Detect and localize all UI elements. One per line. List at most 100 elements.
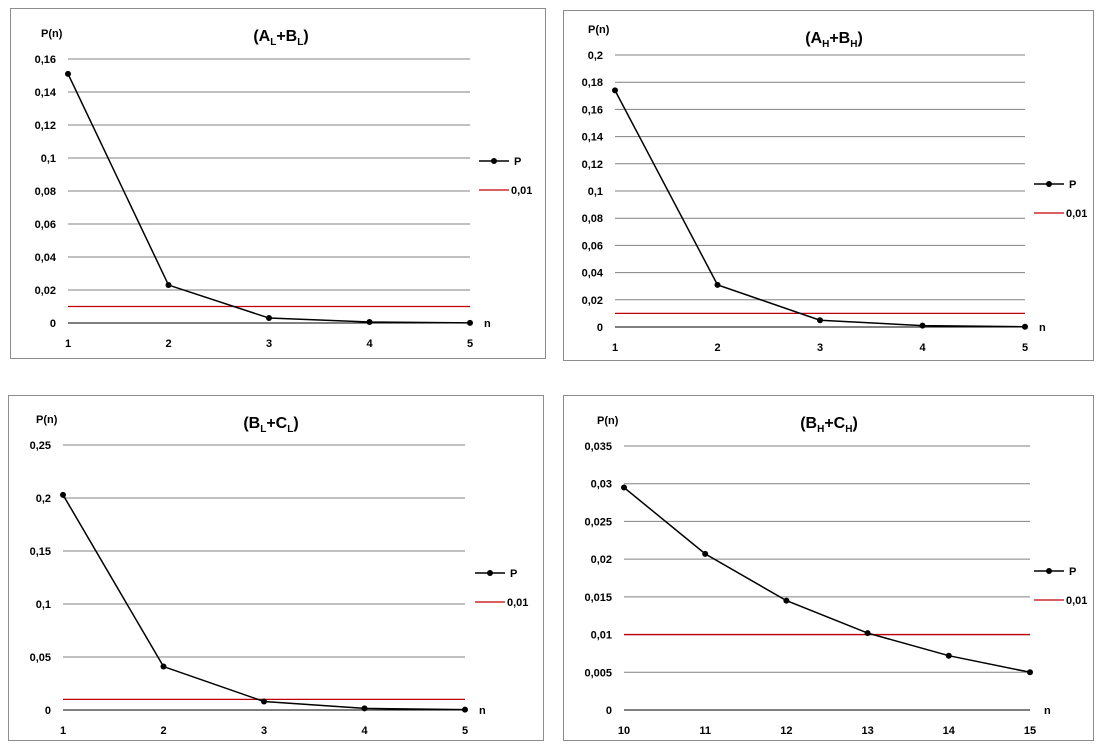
x-tick-label: 15 [1024, 725, 1036, 737]
series-p-point [612, 87, 618, 94]
x-tick-label: 2 [165, 338, 171, 350]
y-tick-label: 0,06 [582, 240, 603, 252]
y-tick-label: 0,02 [591, 554, 612, 566]
x-tick-label: 1 [60, 725, 66, 737]
series-p-point [621, 484, 627, 491]
y-tick-label: 0,02 [35, 285, 56, 297]
y-tick-label: 0,015 [584, 592, 612, 604]
title-subscript: L [260, 424, 266, 435]
series-p-point [462, 706, 468, 713]
series-p-point [714, 281, 721, 288]
y-tick-label: 0,25 [30, 440, 51, 452]
series-p-point [817, 317, 823, 324]
y-tick-label: 0,005 [584, 667, 612, 679]
chart-svg-bl-cl: 00,050,10,150,20,251 2 3 4 5P(n)n(BL+CL)P0,0… [30, 414, 529, 737]
legend-p-label: P [1069, 179, 1076, 191]
series-p-point [266, 315, 272, 322]
x-tick-label: 1 [65, 338, 71, 350]
y-tick-label: 0,04 [582, 268, 604, 280]
title-text: (B [243, 415, 260, 432]
y-axis-label: P(n) [41, 28, 63, 40]
series-p-point [702, 550, 709, 557]
x-axis-label: n [484, 318, 491, 330]
legend-threshold-label: 0,01 [507, 597, 528, 609]
series-p-point [366, 319, 373, 326]
x-tick-label: 2 [160, 725, 166, 737]
y-axis-label: P(n) [36, 414, 58, 426]
x-tick-label: 5 [1022, 342, 1028, 354]
x-tick-label: 1 [612, 342, 618, 354]
chart-title: (BH+CH) [800, 415, 858, 435]
y-tick-label: 0,14 [35, 87, 57, 99]
y-tick-label: 0,08 [35, 186, 56, 198]
x-tick-label: 13 [861, 725, 873, 737]
y-tick-label: 0,1 [41, 153, 56, 165]
x-tick-label: 4 [361, 725, 368, 737]
x-axis-label: n [1044, 705, 1051, 717]
title-text: (A [253, 28, 270, 45]
chart-panel-bl-cl: 0 0,05 0,1 0,15 0,2 0,25 1 2 3 4 5 P(n) n (BL+CL) P 0,0… [8, 395, 544, 741]
title-subscript: L [270, 37, 276, 48]
title-text: (B [800, 415, 817, 432]
legend-threshold-label: 0,01 [511, 185, 532, 197]
chart-svg-al-bl: 0 0,02 0,04 0,06 0,08 0,1 0,12 0,14 0,16 1 2 3 4 5 P(n… [35, 28, 533, 350]
y-tick-label: 0 [45, 705, 51, 717]
title-text: ) [857, 30, 862, 47]
y-tick-label: 0,1 [36, 599, 51, 611]
legend-p-marker [1046, 181, 1052, 187]
series-p-point [1022, 323, 1028, 330]
y-tick-label: 0,12 [35, 120, 56, 132]
y-axis-label: P(n) [597, 415, 619, 427]
x-axis-label: n [1039, 322, 1046, 334]
y-tick-label: 0,2 [36, 493, 51, 505]
series-p-line [67, 73, 471, 324]
series-p-point [65, 70, 71, 77]
title-subscript: H [850, 39, 857, 50]
y-tick-label: 0 [50, 318, 56, 330]
x-tick-label: 5 [467, 338, 473, 350]
x-tick-label: 5 [462, 725, 468, 737]
y-tick-label: 0,16 [582, 104, 603, 116]
title-text: ) [293, 415, 298, 432]
legend-p-marker [491, 158, 497, 164]
series-p-point [864, 630, 871, 637]
legend-p-marker [1046, 568, 1052, 574]
y-tick-label: 0,01 [591, 630, 612, 642]
y-tick-label: 0,08 [582, 213, 603, 225]
title-subscript: H [822, 39, 829, 50]
y-tick-label: 0,03 [591, 479, 612, 491]
legend-p-marker [487, 570, 493, 576]
y-tick-label: 0,12 [582, 159, 603, 171]
series-p-point [361, 705, 368, 712]
y-tick-label: 0,18 [582, 77, 603, 89]
chart-panel-al-bl: 0 0,02 0,04 0,06 0,08 0,1 0,12 0,14 0,16 1 2 3 4 5 P(n… [10, 8, 546, 359]
series-p-line [623, 486, 1031, 674]
y-tick-label: 0,15 [30, 546, 51, 558]
chart-title: (AH+BH) [805, 30, 863, 50]
title-text: ) [303, 28, 308, 45]
title-text: +B [276, 28, 297, 45]
title-text: ) [852, 415, 857, 432]
series-p-line [614, 90, 1026, 328]
y-tick-label: 0,025 [584, 516, 612, 528]
series-p-point [160, 663, 167, 670]
title-subscript: L [287, 424, 293, 435]
y-tick-label: 0,1 [588, 186, 603, 198]
chart-title: (BL+CL) [243, 415, 298, 435]
x-tick-label: 3 [266, 338, 272, 350]
y-axis-label: P(n) [588, 24, 610, 36]
y-tick-label: 0,04 [35, 252, 57, 264]
series-p-point [783, 597, 790, 604]
legend-p-label: P [514, 156, 521, 168]
series-p-point [60, 491, 66, 498]
legend-p-label: P [1069, 566, 1076, 578]
title-subscript: L [297, 37, 303, 48]
legend-p-label: P [510, 568, 517, 580]
legend-threshold-label: 0,01 [1066, 208, 1087, 220]
y-tick-label: 0,06 [35, 219, 56, 231]
chart-svg-ah-bh: 0 0,02 0,04 0,06 0,08 0,1 0,12 0,14 0,16 0,18 0,2 1… [582, 24, 1088, 354]
chart-panel-ah-bh: 0 0,02 0,04 0,06 0,08 0,1 0,12 0,14 0,16 0,18 0,2 1… [563, 10, 1094, 361]
x-tick-label: 2 [714, 342, 720, 354]
title-subscript: H [817, 424, 824, 435]
y-tick-label: 0,02 [582, 295, 603, 307]
